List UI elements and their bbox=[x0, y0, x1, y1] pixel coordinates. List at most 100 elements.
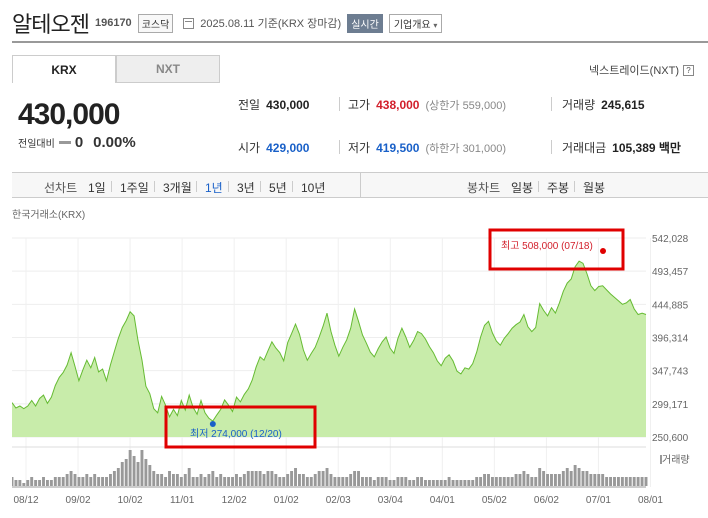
volume-bar bbox=[538, 468, 542, 486]
volume-bar bbox=[443, 480, 447, 486]
period-3y[interactable]: 3년 bbox=[237, 181, 255, 195]
volume-bar bbox=[325, 468, 329, 486]
price-area bbox=[12, 261, 646, 437]
volume-bar bbox=[42, 477, 45, 486]
volume-bar bbox=[171, 474, 175, 486]
volume-bar bbox=[191, 477, 195, 486]
volume-bar bbox=[313, 474, 317, 486]
info-separator bbox=[339, 140, 340, 154]
volume-label: 거래량 bbox=[562, 98, 596, 112]
stock-name: 알테오젠 bbox=[12, 12, 90, 37]
x-tick-label: 12/02 bbox=[222, 495, 247, 506]
change-label: 전일대비 bbox=[18, 139, 55, 150]
volume-bar bbox=[530, 477, 534, 486]
volume-bar bbox=[412, 480, 416, 486]
volume-bar bbox=[242, 474, 246, 486]
volume-bar bbox=[215, 477, 219, 486]
volume-bar bbox=[124, 459, 128, 486]
corp-info-dropdown[interactable]: 기업개요 ▾ bbox=[388, 13, 443, 33]
candle-monthly[interactable]: 월봉 bbox=[583, 181, 606, 195]
candle-weekly[interactable]: 주봉 bbox=[547, 181, 570, 195]
x-tick-label: 08/12 bbox=[13, 495, 38, 506]
amount-label: 거래대금 bbox=[562, 141, 607, 155]
y-tick-label: 493,457 bbox=[652, 267, 689, 278]
volume-bar bbox=[250, 471, 254, 486]
volume-bar bbox=[144, 459, 148, 486]
volume-bar bbox=[93, 474, 97, 486]
volume-bar bbox=[376, 477, 380, 486]
volume-bar bbox=[97, 477, 101, 486]
x-tick-label: 05/02 bbox=[482, 495, 507, 506]
volume-bar bbox=[431, 480, 435, 486]
period-separator bbox=[260, 181, 261, 192]
volume-bar bbox=[471, 480, 475, 486]
x-tick-label: 11/01 bbox=[170, 495, 195, 506]
volume-bar bbox=[132, 456, 136, 486]
volume-bar bbox=[12, 477, 14, 486]
volume-bar bbox=[112, 471, 116, 486]
period-separator bbox=[538, 181, 539, 192]
period-10y[interactable]: 10년 bbox=[301, 181, 326, 195]
corp-info-label: 기업개요 bbox=[393, 19, 431, 31]
volume-bar bbox=[136, 462, 140, 486]
period-5y[interactable]: 5년 bbox=[269, 181, 287, 195]
period-1w[interactable]: 1주일 bbox=[120, 181, 149, 195]
y-tick-label: 444,885 bbox=[652, 300, 689, 311]
volume-bar bbox=[372, 480, 376, 486]
volume-bar bbox=[298, 474, 301, 486]
prev-label: 전일 bbox=[238, 98, 261, 112]
period-1d[interactable]: 1일 bbox=[88, 181, 106, 195]
volume-bar bbox=[404, 477, 408, 486]
candle-daily[interactable]: 일봉 bbox=[511, 181, 534, 195]
volume-bar bbox=[108, 474, 112, 486]
chevron-down-icon: ▾ bbox=[433, 20, 438, 30]
volume-bar bbox=[65, 474, 69, 486]
candle-chart-label: 봉차트 bbox=[467, 181, 501, 195]
realtime-button[interactable]: 실시간 bbox=[347, 13, 383, 33]
stock-code: 196170 bbox=[94, 17, 132, 29]
volume-bar bbox=[274, 474, 278, 486]
volume-bar bbox=[534, 477, 538, 486]
lower-limit: (하한가 301,000) bbox=[425, 142, 506, 155]
volume-bar bbox=[396, 477, 400, 486]
volume-bar bbox=[620, 477, 624, 486]
nxt-link[interactable]: 넥스트레이드(NXT) ? bbox=[589, 62, 694, 78]
volume-bar bbox=[61, 477, 65, 486]
amount-value: 105,389 백만 bbox=[612, 141, 681, 155]
low-value: 419,500 bbox=[376, 140, 420, 155]
volume-bar bbox=[447, 477, 451, 486]
volume-bar bbox=[601, 474, 605, 486]
period-separator bbox=[228, 181, 229, 192]
volume-bar bbox=[364, 477, 368, 486]
volume-bar bbox=[270, 471, 274, 486]
volume-bar bbox=[156, 474, 160, 486]
volume-bar bbox=[73, 474, 77, 486]
info-prev: 전일 430,000 bbox=[238, 96, 309, 113]
period-separator bbox=[196, 181, 197, 192]
high-label: 고가 bbox=[348, 98, 371, 112]
volume-bar bbox=[85, 474, 89, 486]
period-3m[interactable]: 3개월 bbox=[163, 181, 192, 195]
period-divider bbox=[360, 173, 361, 197]
volume-bar bbox=[286, 474, 290, 486]
volume-bar bbox=[337, 477, 341, 486]
info-separator bbox=[551, 140, 552, 154]
open-label: 시가 bbox=[238, 141, 261, 155]
help-icon[interactable]: ? bbox=[683, 64, 694, 76]
price-chart[interactable]: 한국거래소(KRX) 542,028 493,457 444,885 396,314 3… bbox=[12, 205, 708, 518]
tab-nxt[interactable]: NXT bbox=[116, 55, 220, 83]
volume-bar bbox=[361, 477, 364, 486]
volume-bar bbox=[38, 480, 42, 486]
volume-bar bbox=[175, 474, 179, 486]
tab-krx[interactable]: KRX bbox=[12, 55, 116, 83]
volume-bar bbox=[463, 480, 467, 486]
volume-bars bbox=[12, 450, 648, 486]
volume-bar bbox=[506, 477, 510, 486]
volume-bar bbox=[49, 480, 53, 486]
volume-bar bbox=[168, 471, 171, 486]
volume-bar bbox=[542, 471, 546, 486]
volume-bar bbox=[207, 474, 211, 486]
volume-bar bbox=[309, 477, 313, 486]
period-1y[interactable]: 1년 bbox=[205, 181, 223, 195]
volume-bar bbox=[57, 477, 61, 486]
